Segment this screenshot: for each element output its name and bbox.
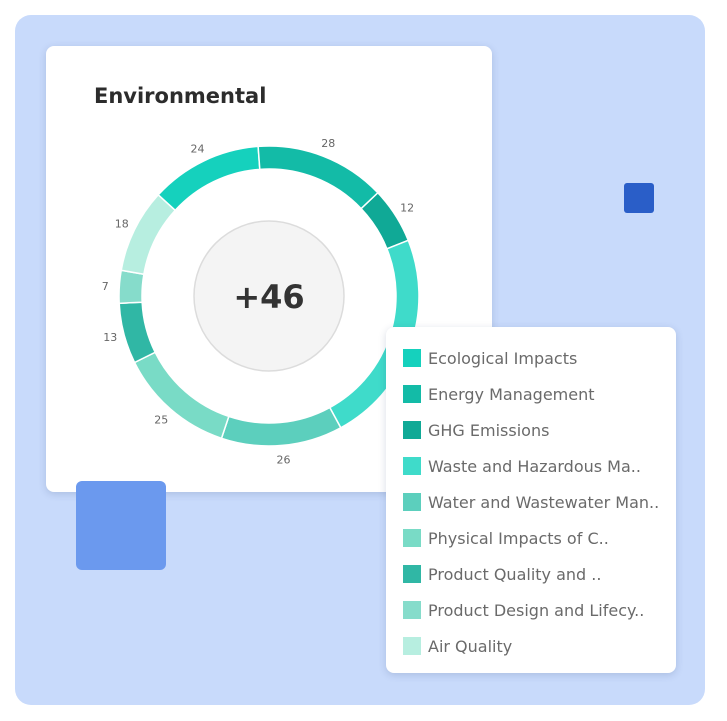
donut-slice-ecological-impacts[interactable]: [157, 145, 261, 212]
legend-swatch: [403, 493, 421, 511]
legend-item-water-and-wastewater-man[interactable]: Water and Wastewater Man..: [403, 492, 659, 512]
legend-item-ghg-emissions[interactable]: GHG Emissions: [403, 420, 549, 440]
card-title: Environmental: [94, 84, 267, 108]
legend-item-ecological-impacts[interactable]: Ecological Impacts: [403, 348, 577, 368]
slice-label-energy-management: 28: [321, 137, 335, 150]
legend-label: Energy Management: [428, 384, 595, 404]
donut-slice-product-design-and-lifecy[interactable]: [118, 269, 145, 305]
legend-label: Product Quality and ..: [428, 564, 602, 584]
donut-slice-water-and-wastewater-man[interactable]: [220, 406, 342, 447]
legend-swatch: [403, 457, 421, 475]
slice-label-ghg-emissions: 12: [400, 202, 414, 215]
legend-item-waste-and-hazardous-ma[interactable]: Waste and Hazardous Ma..: [403, 456, 641, 476]
legend-label: Physical Impacts of C..: [428, 528, 609, 548]
legend-item-air-quality[interactable]: Air Quality: [403, 636, 512, 656]
legend-label: Air Quality: [428, 636, 513, 656]
legend-swatch: [403, 385, 421, 403]
slice-label-air-quality: 18: [115, 218, 129, 231]
legend-item-energy-management[interactable]: Energy Management: [403, 384, 595, 404]
legend-label: Water and Wastewater Man..: [428, 492, 660, 512]
legend-label: Ecological Impacts: [428, 348, 578, 368]
legend-swatch: [403, 565, 421, 583]
slice-label-physical-impacts-of-c: 25: [154, 414, 168, 427]
chart-legend: Ecological Impacts Energy Management GHG E…: [386, 327, 676, 673]
center-circle: [193, 220, 345, 372]
center-value: +46: [233, 278, 304, 316]
legend-swatch: [403, 421, 421, 439]
donut-slice-product-quality-and[interactable]: [118, 301, 157, 364]
donut-slice-air-quality[interactable]: [120, 193, 177, 276]
donut-slice-energy-management[interactable]: [257, 145, 379, 210]
decorative-square-large: [76, 481, 166, 570]
legend-item-physical-impacts-of-c[interactable]: Physical Impacts of C..: [403, 528, 609, 548]
legend-swatch: [403, 529, 421, 547]
decorative-square-small: [624, 183, 654, 213]
slice-label-product-design-and-lifecy: 7: [102, 280, 109, 293]
legend-swatch: [403, 349, 421, 367]
legend-label: GHG Emissions: [428, 420, 550, 440]
legend-swatch: [403, 637, 421, 655]
legend-label: Waste and Hazardous Ma..: [428, 456, 641, 476]
legend-item-product-quality-and[interactable]: Product Quality and ..: [403, 564, 601, 584]
slice-label-ecological-impacts: 24: [190, 142, 204, 155]
legend-label: Product Design and Lifecy..: [428, 600, 645, 620]
legend-item-product-design-and-lifecy[interactable]: Product Design and Lifecy..: [403, 600, 644, 620]
slice-label-product-quality-and: 13: [103, 331, 117, 344]
donut-slice-physical-impacts-of-c[interactable]: [133, 351, 230, 440]
slice-label-water-and-wastewater-man: 26: [276, 453, 290, 466]
legend-swatch: [403, 601, 421, 619]
